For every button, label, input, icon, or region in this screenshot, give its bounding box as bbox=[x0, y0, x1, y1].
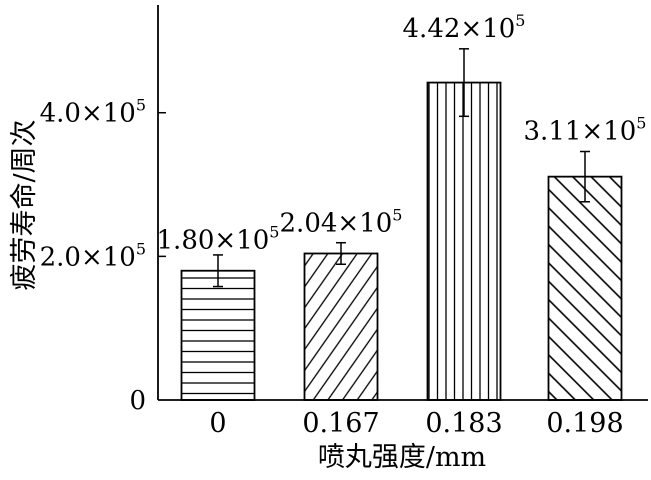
y-tick-label: 2.0×105 bbox=[40, 239, 146, 272]
bars bbox=[180, 81, 623, 401]
x-tick-label: 0.183 bbox=[425, 408, 502, 439]
value-label: 3.11×105 bbox=[524, 114, 647, 147]
error-bar bbox=[459, 48, 469, 118]
error-bar bbox=[213, 254, 223, 288]
bar-0.167 bbox=[303, 252, 379, 401]
y-tick-label: 0 bbox=[129, 386, 146, 416]
y-tick-label: 4.0×105 bbox=[40, 96, 146, 129]
bar-0.183 bbox=[426, 81, 502, 401]
error-bars bbox=[213, 48, 590, 288]
value-labels: 1.80×105 2.04×105 4.42×105 3.11×105 bbox=[157, 11, 647, 256]
y-axis-label: 疲劳寿命/周次 bbox=[9, 119, 40, 290]
x-axis-ticks: 0 0.167 0.183 0.198 bbox=[209, 408, 623, 439]
error-bar bbox=[580, 150, 590, 203]
x-tick-label: 0.167 bbox=[302, 408, 379, 439]
value-label: 2.04×105 bbox=[280, 205, 403, 238]
bar-0.198 bbox=[547, 175, 623, 401]
x-tick-label: 0 bbox=[209, 408, 226, 439]
x-axis-label: 喷丸强度/mm bbox=[318, 442, 486, 473]
value-label: 1.80×105 bbox=[157, 223, 280, 256]
value-label: 4.42×105 bbox=[403, 11, 526, 44]
error-bar bbox=[336, 241, 346, 266]
x-tick-label: 0.198 bbox=[546, 408, 623, 439]
bar-0 bbox=[180, 269, 256, 401]
y-axis-ticks: 0 2.0×105 4.0×105 bbox=[40, 96, 166, 416]
